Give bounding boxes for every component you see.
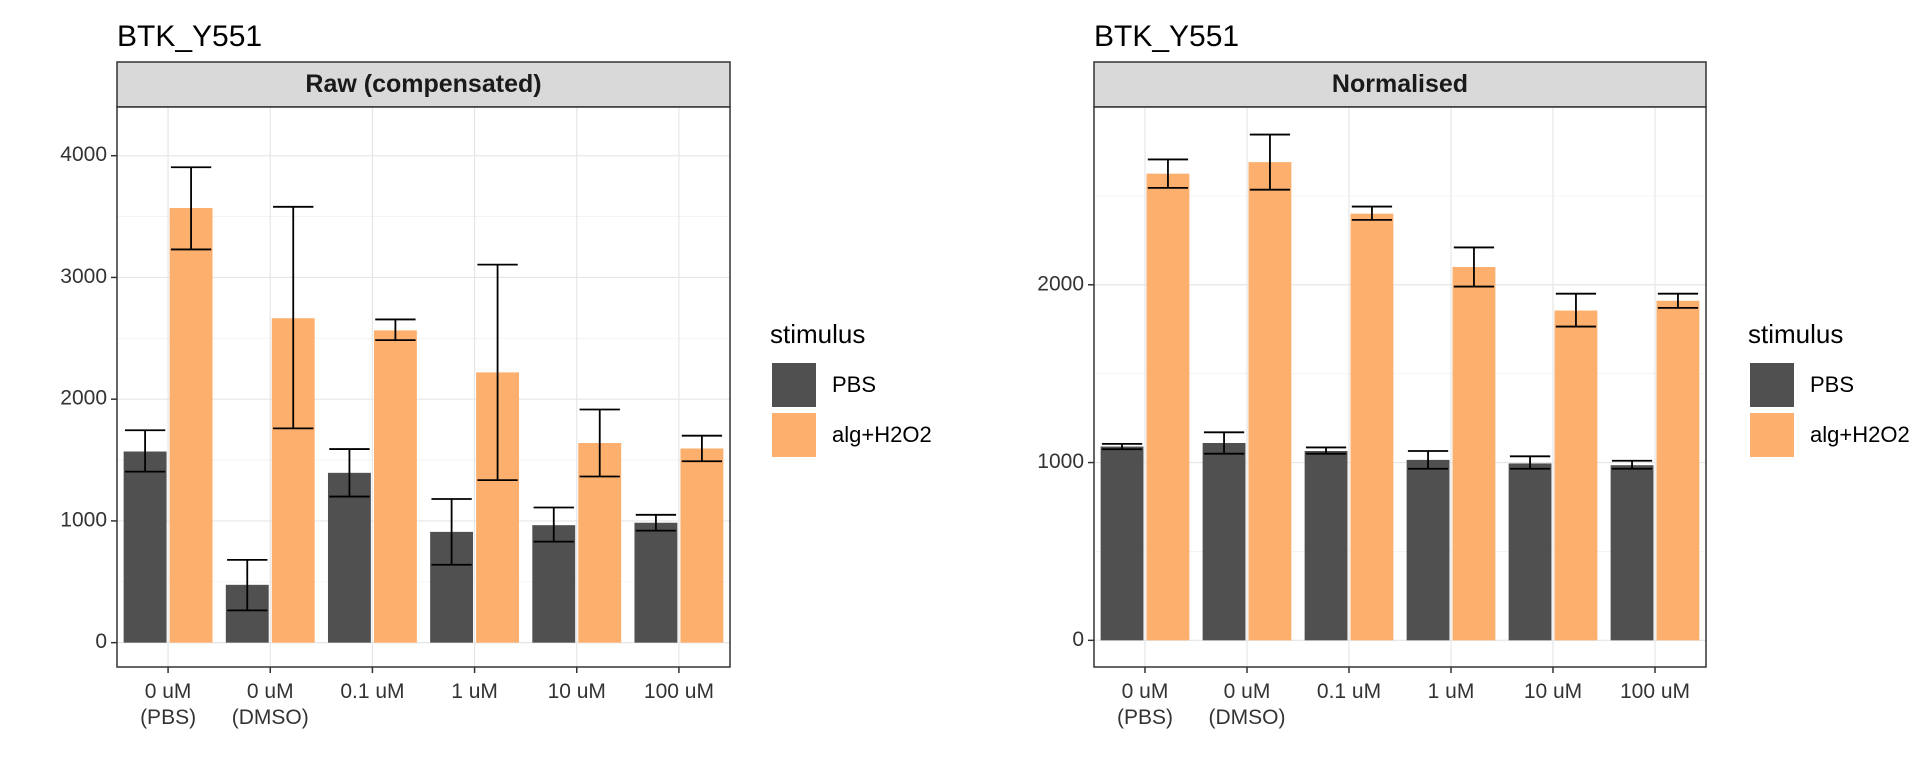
error-bar bbox=[635, 513, 677, 532]
legend-label: alg+H2O2 bbox=[1810, 422, 1910, 447]
error-bar bbox=[1203, 431, 1245, 455]
series-alg+H2O2 bbox=[169, 166, 724, 643]
legend: stimulus PBS alg+H2O2 bbox=[770, 319, 932, 457]
x-tick-label: 1 uM bbox=[451, 680, 498, 703]
bar bbox=[1406, 459, 1450, 641]
error-bar bbox=[1611, 459, 1653, 470]
error-bar bbox=[431, 498, 472, 566]
y-tick-label: 1000 bbox=[60, 508, 107, 531]
error-bar bbox=[227, 558, 268, 612]
legend-key-PBS bbox=[1750, 363, 1794, 407]
error-bar bbox=[1351, 205, 1393, 221]
legend-key-alg+H2O2 bbox=[1750, 413, 1794, 457]
legend-key-alg+H2O2 bbox=[772, 413, 816, 457]
bar bbox=[1508, 463, 1552, 641]
bar bbox=[327, 472, 371, 643]
error-bar bbox=[1147, 158, 1189, 189]
x-tick-label: 0 uM (DMSO) bbox=[232, 680, 309, 729]
legend-label: PBS bbox=[1810, 372, 1854, 397]
series-alg+H2O2 bbox=[1146, 133, 1700, 641]
x-tick-label: 10 uM bbox=[548, 680, 606, 703]
y-tick-label: 2000 bbox=[1037, 272, 1084, 295]
x-tick-label: 10 uM bbox=[1524, 680, 1582, 703]
bar bbox=[169, 208, 213, 643]
legend-title: stimulus bbox=[1748, 319, 1843, 349]
series-PBS bbox=[1100, 431, 1654, 641]
legend-title: stimulus bbox=[770, 319, 865, 349]
error-bar bbox=[1453, 246, 1495, 288]
error-bar bbox=[1101, 442, 1143, 451]
error-bar bbox=[681, 434, 723, 463]
panel-background bbox=[117, 107, 730, 667]
bar bbox=[1202, 443, 1246, 641]
error-bar bbox=[1305, 446, 1347, 455]
facet-strip bbox=[116, 61, 731, 108]
error-bar bbox=[1509, 455, 1551, 470]
x-tick-label: 100 uM bbox=[644, 680, 714, 703]
bar bbox=[1304, 451, 1348, 641]
error-bar bbox=[579, 408, 620, 478]
series-PBS bbox=[123, 429, 678, 643]
y-axis: 0 1000 2000 bbox=[1037, 272, 1094, 651]
bar bbox=[1100, 446, 1144, 641]
bar bbox=[680, 448, 724, 643]
x-tick-label: 0 uM (PBS) bbox=[140, 680, 196, 729]
y-tick-label: 4000 bbox=[60, 143, 107, 166]
gridlines bbox=[1094, 106, 1706, 667]
error-bar bbox=[1657, 292, 1699, 309]
chart-title: BTK_Y551 bbox=[117, 20, 262, 53]
error-bar bbox=[273, 205, 314, 430]
panel-background bbox=[1094, 107, 1706, 667]
y-tick-label: 1000 bbox=[1037, 450, 1084, 473]
y-tick-label: 2000 bbox=[60, 387, 107, 410]
bar bbox=[373, 330, 417, 643]
bar bbox=[1350, 213, 1394, 641]
error-bar bbox=[1555, 292, 1597, 328]
error-bar bbox=[1249, 133, 1291, 191]
bar bbox=[123, 451, 167, 643]
bar bbox=[1452, 267, 1496, 641]
facet-label: Normalised bbox=[1332, 70, 1468, 98]
error-bar bbox=[375, 318, 416, 342]
x-tick-label: 0 uM (PBS) bbox=[1117, 680, 1173, 729]
y-tick-label: 0 bbox=[1072, 628, 1084, 651]
bar bbox=[634, 522, 678, 643]
x-tick-label: 0.1 uM bbox=[1317, 680, 1381, 703]
error-bar bbox=[1407, 450, 1449, 470]
panel-border bbox=[1093, 106, 1707, 668]
legend-key-PBS bbox=[772, 363, 816, 407]
error-bar bbox=[533, 506, 574, 543]
x-axis: 0 uM (PBS) 0 uM (DMSO) 0.1 uM 1 uM 10 uM 100 uM bbox=[140, 667, 714, 729]
chart-title: BTK_Y551 bbox=[1094, 20, 1239, 53]
x-axis: 0 uM (PBS) 0 uM (DMSO) 0.1 uM 1 uM 10 uM 100 uM bbox=[1117, 667, 1690, 729]
gridlines bbox=[117, 107, 730, 667]
bar bbox=[1248, 162, 1292, 641]
error-bar bbox=[477, 263, 518, 482]
panel-border bbox=[116, 106, 731, 668]
bar bbox=[1610, 465, 1654, 641]
chart-panel-0: BTK_Y551 Raw (compensated) 0 1000 2000 3000 40… bbox=[60, 20, 931, 729]
y-tick-label: 0 bbox=[95, 630, 107, 653]
legend-label: PBS bbox=[832, 372, 876, 397]
legend: stimulus PBS alg+H2O2 bbox=[1748, 319, 1910, 457]
y-axis: 0 1000 2000 3000 4000 bbox=[60, 143, 117, 653]
x-tick-label: 0 uM (DMSO) bbox=[1209, 680, 1286, 729]
bar bbox=[1554, 310, 1598, 641]
bar bbox=[1146, 173, 1190, 641]
x-tick-label: 1 uM bbox=[1428, 680, 1475, 703]
facet-label: Raw (compensated) bbox=[305, 70, 541, 98]
error-bar bbox=[170, 166, 212, 251]
x-tick-label: 100 uM bbox=[1620, 680, 1690, 703]
y-tick-label: 3000 bbox=[60, 265, 107, 288]
legend-label: alg+H2O2 bbox=[832, 422, 932, 447]
error-bar bbox=[329, 448, 370, 498]
x-tick-label: 0.1 uM bbox=[340, 680, 404, 703]
bar bbox=[532, 525, 576, 643]
bar bbox=[1656, 300, 1700, 641]
error-bar bbox=[124, 429, 166, 473]
